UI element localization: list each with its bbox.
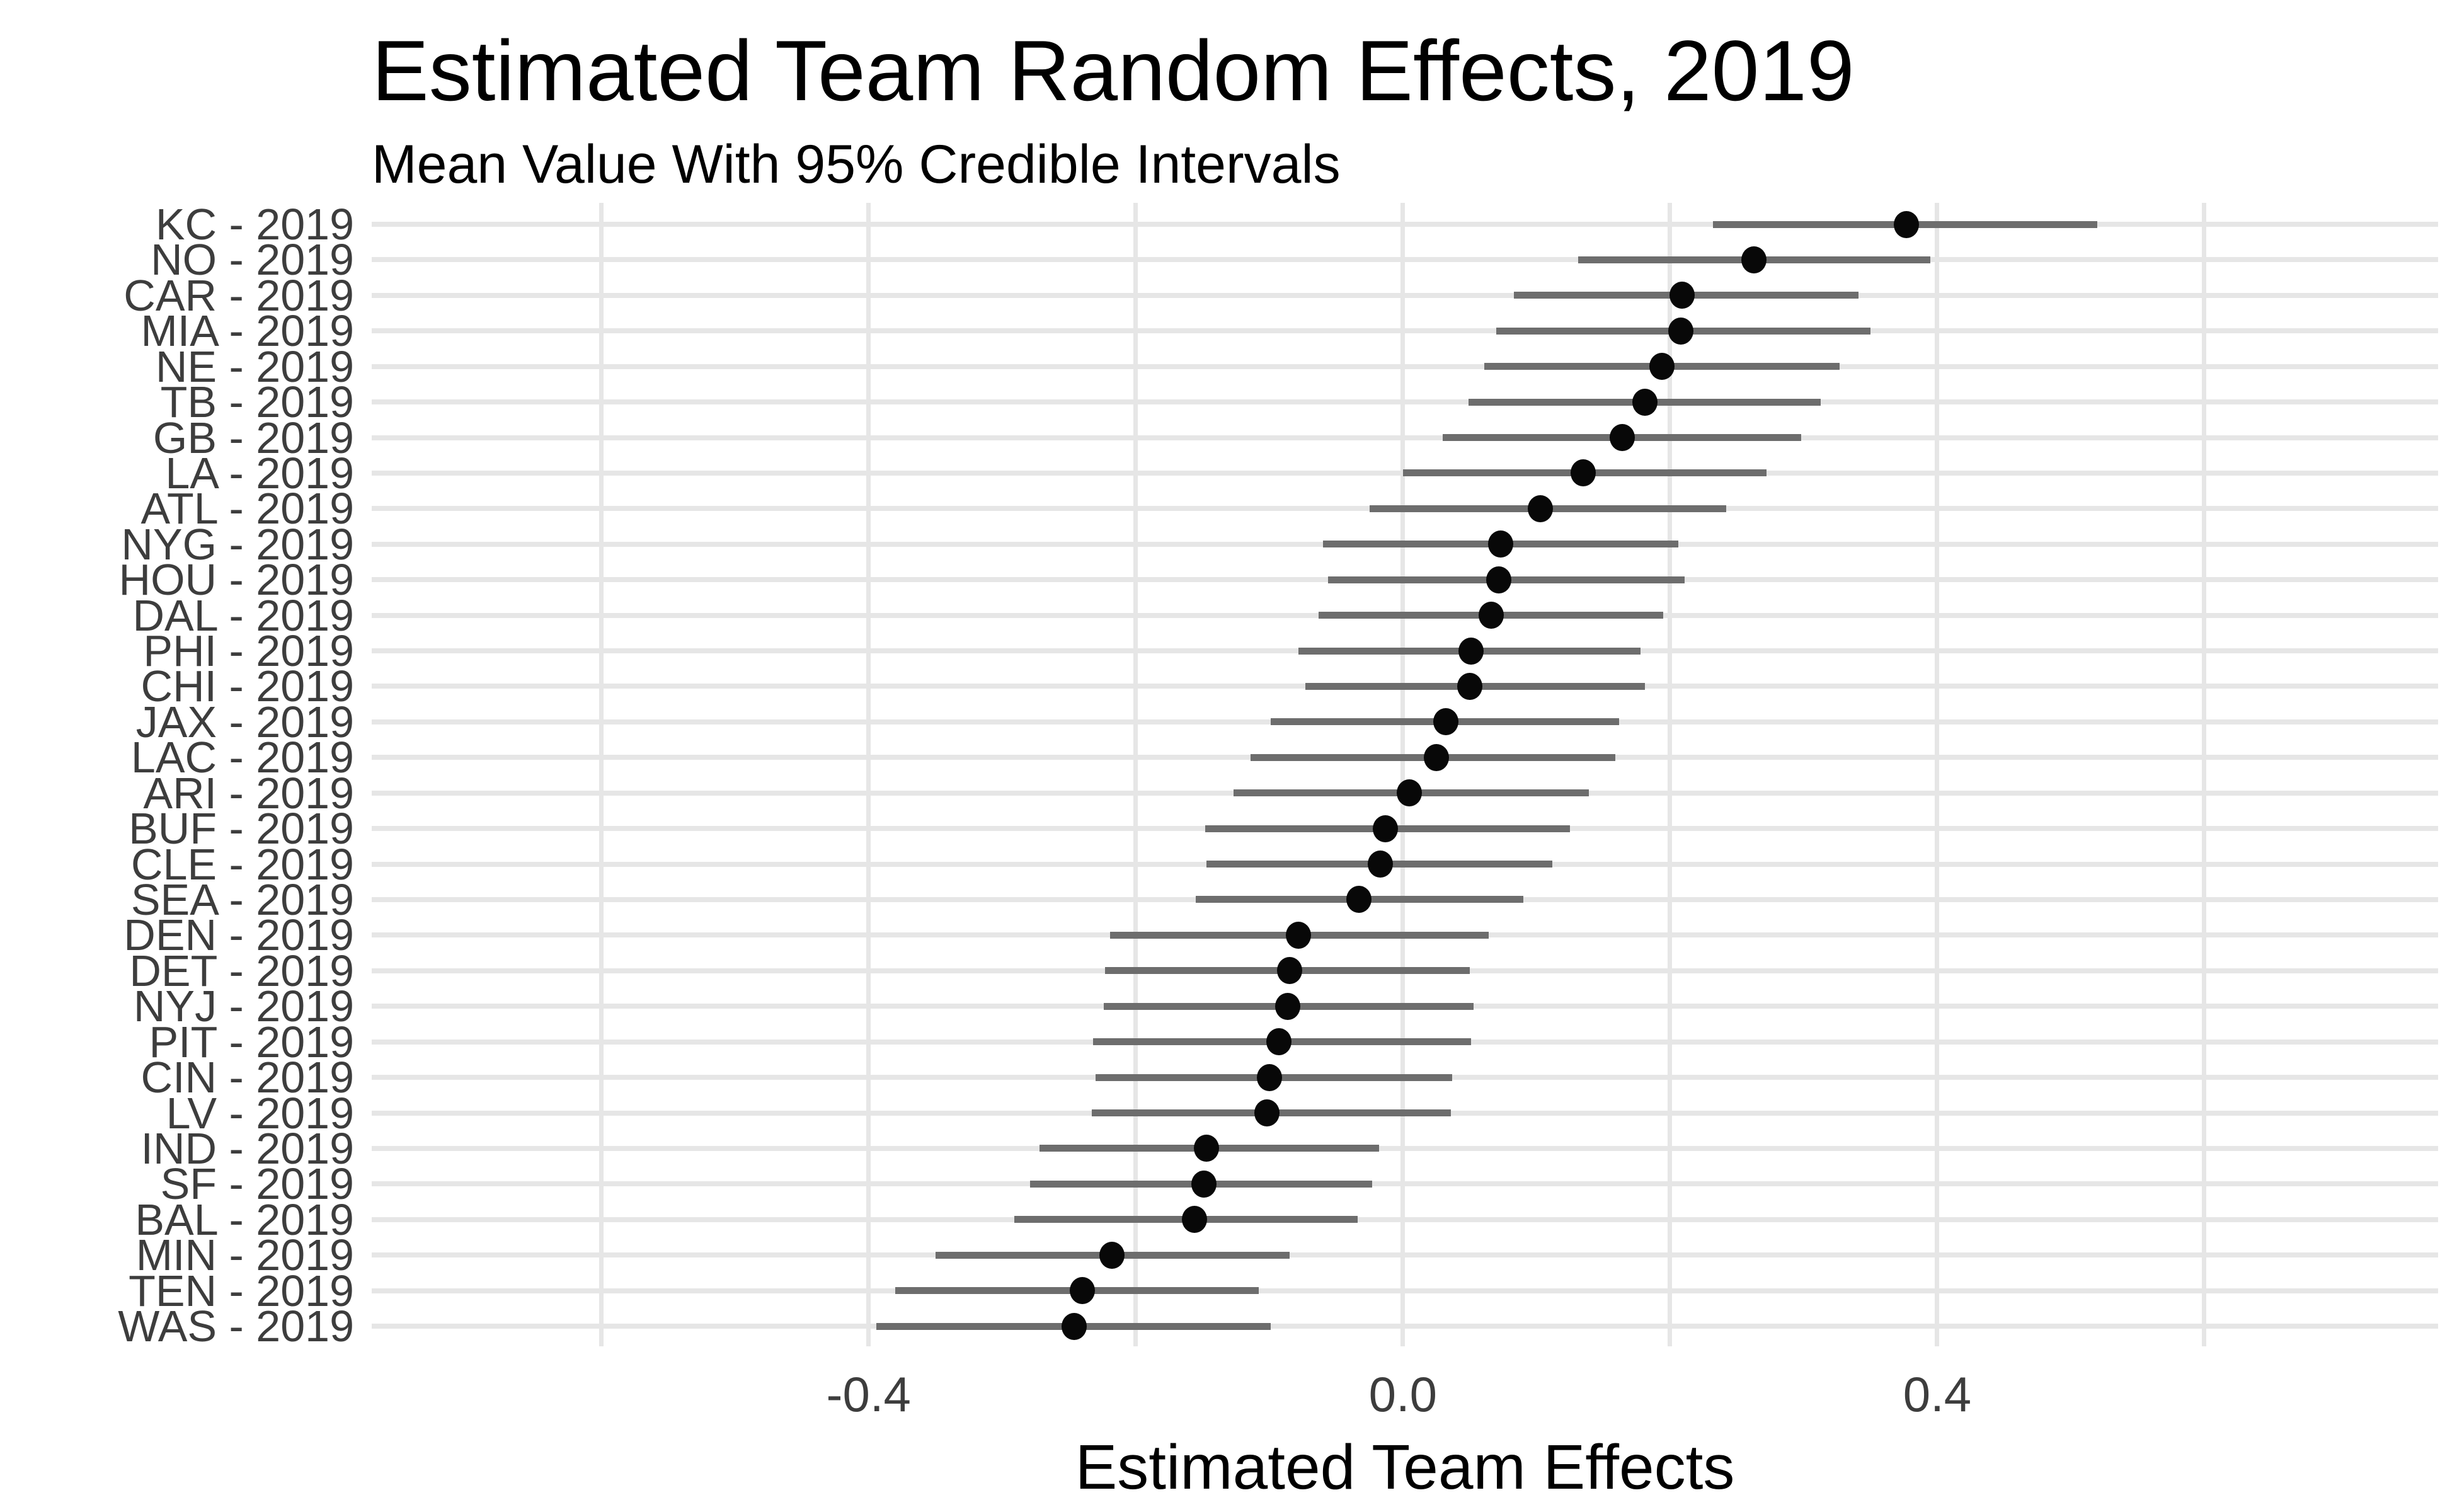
y-gridline <box>372 328 2438 334</box>
y-axis-label: LAC - 2019 <box>130 733 354 782</box>
y-axis-label: DEN - 2019 <box>123 910 354 960</box>
mean-dot <box>1346 886 1372 914</box>
mean-dot <box>1062 1312 1087 1340</box>
y-axis-label: NYG - 2019 <box>121 519 354 569</box>
y-gridline <box>372 364 2438 369</box>
y-axis-label: BAL - 2019 <box>135 1194 354 1244</box>
y-axis-label: DET - 2019 <box>129 946 354 995</box>
y-axis-label: NE - 2019 <box>155 341 354 391</box>
x-tick-label: -0.4 <box>826 1366 911 1422</box>
y-axis-label: TEN - 2019 <box>129 1266 354 1315</box>
mean-dot <box>1254 1099 1280 1126</box>
y-axis-label: IND - 2019 <box>140 1123 354 1173</box>
mean-dot <box>1894 210 1920 238</box>
mean-dot <box>1487 530 1513 558</box>
mean-dot <box>1668 317 1693 345</box>
mean-dot <box>1099 1241 1125 1269</box>
y-gridline <box>372 1145 2438 1151</box>
x-axis-title: Estimated Team Effects <box>1075 1432 1735 1503</box>
y-gridline <box>372 257 2438 263</box>
y-axis-label: DAL - 2019 <box>132 590 354 640</box>
mean-dot <box>1373 815 1399 842</box>
y-axis-label: WAS - 2019 <box>118 1302 354 1351</box>
mean-dot <box>1194 1135 1220 1162</box>
y-gridline <box>372 1217 2438 1222</box>
mean-dot <box>1669 282 1695 309</box>
x-gridline <box>1133 203 1138 1346</box>
chart-title: Estimated Team Random Effects, 2019 <box>372 23 1855 118</box>
y-axis-label: MIN - 2019 <box>135 1230 354 1280</box>
x-gridline <box>1935 203 1940 1346</box>
x-gridline <box>2202 203 2207 1346</box>
x-gridline <box>1400 203 1406 1346</box>
mean-dot <box>1486 566 1512 593</box>
y-axis-label: LV - 2019 <box>166 1088 354 1138</box>
y-gridline <box>372 435 2438 440</box>
y-gridline <box>372 399 2438 405</box>
plot-panel <box>372 203 2438 1346</box>
y-gridline <box>372 1252 2438 1258</box>
mean-dot <box>1571 459 1596 487</box>
y-axis-label: CIN - 2019 <box>140 1053 354 1102</box>
y-axis-label: HOU - 2019 <box>118 555 354 605</box>
y-axis-label: PIT - 2019 <box>149 1017 354 1067</box>
mean-dot <box>1632 388 1658 416</box>
mean-dot <box>1609 424 1635 452</box>
mean-dot <box>1275 992 1301 1020</box>
y-axis-label: KC - 2019 <box>155 200 354 249</box>
y-gridline <box>372 1288 2438 1293</box>
y-axis-labels: KC - 2019 NO - 2019 CAR - 2019 MIA - 2019 NE… <box>0 0 354 1512</box>
mean-dot <box>1069 1277 1095 1305</box>
mean-dot <box>1182 1206 1208 1234</box>
x-gridline <box>866 203 871 1346</box>
y-gridline <box>372 1324 2438 1329</box>
y-axis-label: CAR - 2019 <box>123 270 354 320</box>
y-gridline <box>372 292 2438 298</box>
y-axis-label: LA - 2019 <box>165 448 354 498</box>
mean-dot <box>1266 1028 1292 1056</box>
y-axis-label: GB - 2019 <box>152 413 354 462</box>
y-axis-label: CLE - 2019 <box>130 839 354 889</box>
mean-dot <box>1433 708 1458 736</box>
mean-dot <box>1191 1170 1217 1198</box>
y-axis-label: MIA - 2019 <box>140 306 354 356</box>
mean-dot <box>1286 921 1312 949</box>
y-axis-label: ATL - 2019 <box>140 484 354 534</box>
mean-dot <box>1397 779 1423 807</box>
mean-dot <box>1423 743 1449 771</box>
mean-dot <box>1478 602 1504 629</box>
mean-dot <box>1528 495 1554 522</box>
y-axis-label: TB - 2019 <box>160 377 354 427</box>
x-tick-label: 0.4 <box>1903 1366 1972 1422</box>
mean-dot <box>1458 637 1484 665</box>
y-axis-label: NO - 2019 <box>151 235 354 285</box>
x-tick-label: 0.0 <box>1368 1366 1438 1422</box>
y-axis-label: PHI - 2019 <box>143 626 354 676</box>
x-gridline <box>599 203 604 1346</box>
y-gridline <box>372 222 2438 227</box>
mean-dot <box>1367 850 1393 878</box>
mean-dot <box>1256 1063 1282 1091</box>
y-axis-label: JAX - 2019 <box>135 697 354 747</box>
mean-dot <box>1649 353 1675 381</box>
chart-subtitle: Mean Value With 95% Credible Intervals <box>372 134 1341 195</box>
y-axis-label: CHI - 2019 <box>140 662 354 711</box>
x-gridline <box>1668 203 1673 1346</box>
mean-dot <box>1457 672 1482 700</box>
y-axis-label: SF - 2019 <box>160 1159 354 1209</box>
y-axis-label: NYJ - 2019 <box>133 982 354 1031</box>
y-axis-label: ARI - 2019 <box>143 768 354 818</box>
mean-dot <box>1741 246 1767 273</box>
mean-dot <box>1276 957 1302 985</box>
y-axis-label: SEA - 2019 <box>130 874 354 924</box>
y-gridline <box>372 1181 2438 1187</box>
y-axis-label: BUF - 2019 <box>129 804 354 854</box>
